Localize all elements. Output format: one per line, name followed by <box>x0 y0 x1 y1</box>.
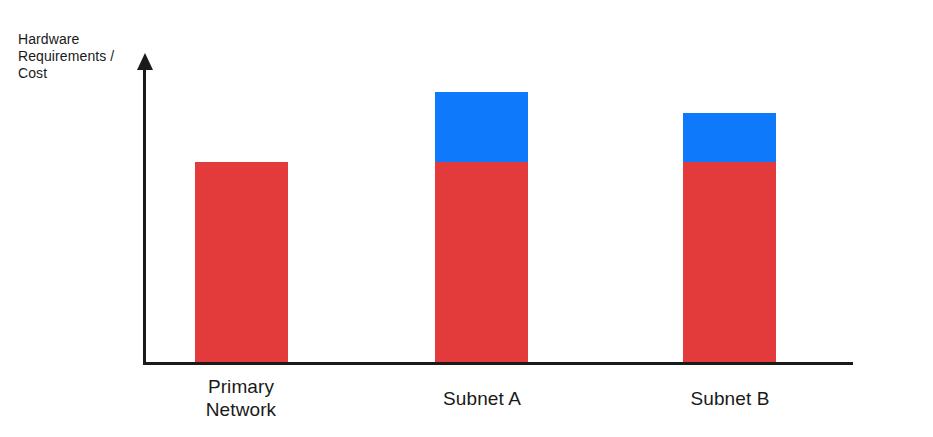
x-label-subnet-b: Subnet B <box>650 374 810 422</box>
bar-segment-blue-overhead-subnet-b <box>683 113 776 162</box>
bar-segment-red-base-subnet-a <box>435 162 528 363</box>
bars-layer <box>0 0 933 437</box>
bar-segment-blue-overhead-subnet-a <box>435 92 528 162</box>
bar-segment-red-base-primary-network <box>195 162 288 363</box>
bar-segment-red-base-subnet-b <box>683 162 776 363</box>
x-label-primary-network: Primary Network <box>181 374 301 422</box>
chart-canvas: Hardware Requirements / Cost Primary Net… <box>0 0 933 437</box>
x-axis-line <box>143 362 853 365</box>
x-label-subnet-a: Subnet A <box>402 374 562 422</box>
